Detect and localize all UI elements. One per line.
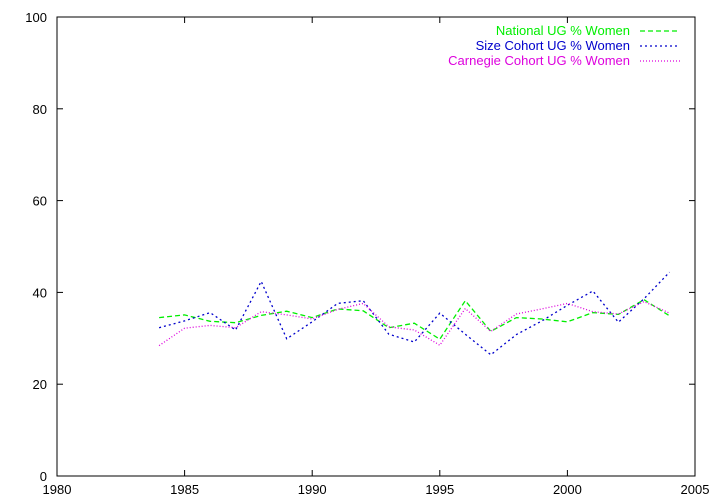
series-lines <box>158 271 670 356</box>
y-tick-label: 20 <box>33 377 47 392</box>
legend-label-national-ug-women: National UG % Women <box>496 23 630 38</box>
plot-frame <box>56 16 696 477</box>
y-tick-label: 0 <box>40 469 47 484</box>
x-tick-label: 1985 <box>170 482 199 497</box>
x-tick-label: 2000 <box>553 482 582 497</box>
legend-label-carnegie-cohort-ug-women: Carnegie Cohort UG % Women <box>448 53 630 68</box>
y-tick-label: 40 <box>33 285 47 300</box>
y-tick-label: 100 <box>25 10 47 25</box>
y-tick-label: 80 <box>33 102 47 117</box>
x-tick-label: 1995 <box>425 482 454 497</box>
x-tick-label: 1980 <box>43 482 72 497</box>
x-tick-label: 1990 <box>298 482 327 497</box>
series-line-national-ug-women <box>159 298 670 341</box>
x-tick-label: 2005 <box>681 482 710 497</box>
axes: 1980 1985 1990 1995 2000 2005 0 20 40 60 80 100 <box>25 10 709 497</box>
legend-label-size-cohort-ug-women: Size Cohort UG % Women <box>476 38 630 53</box>
y-tick-label: 60 <box>33 194 47 209</box>
